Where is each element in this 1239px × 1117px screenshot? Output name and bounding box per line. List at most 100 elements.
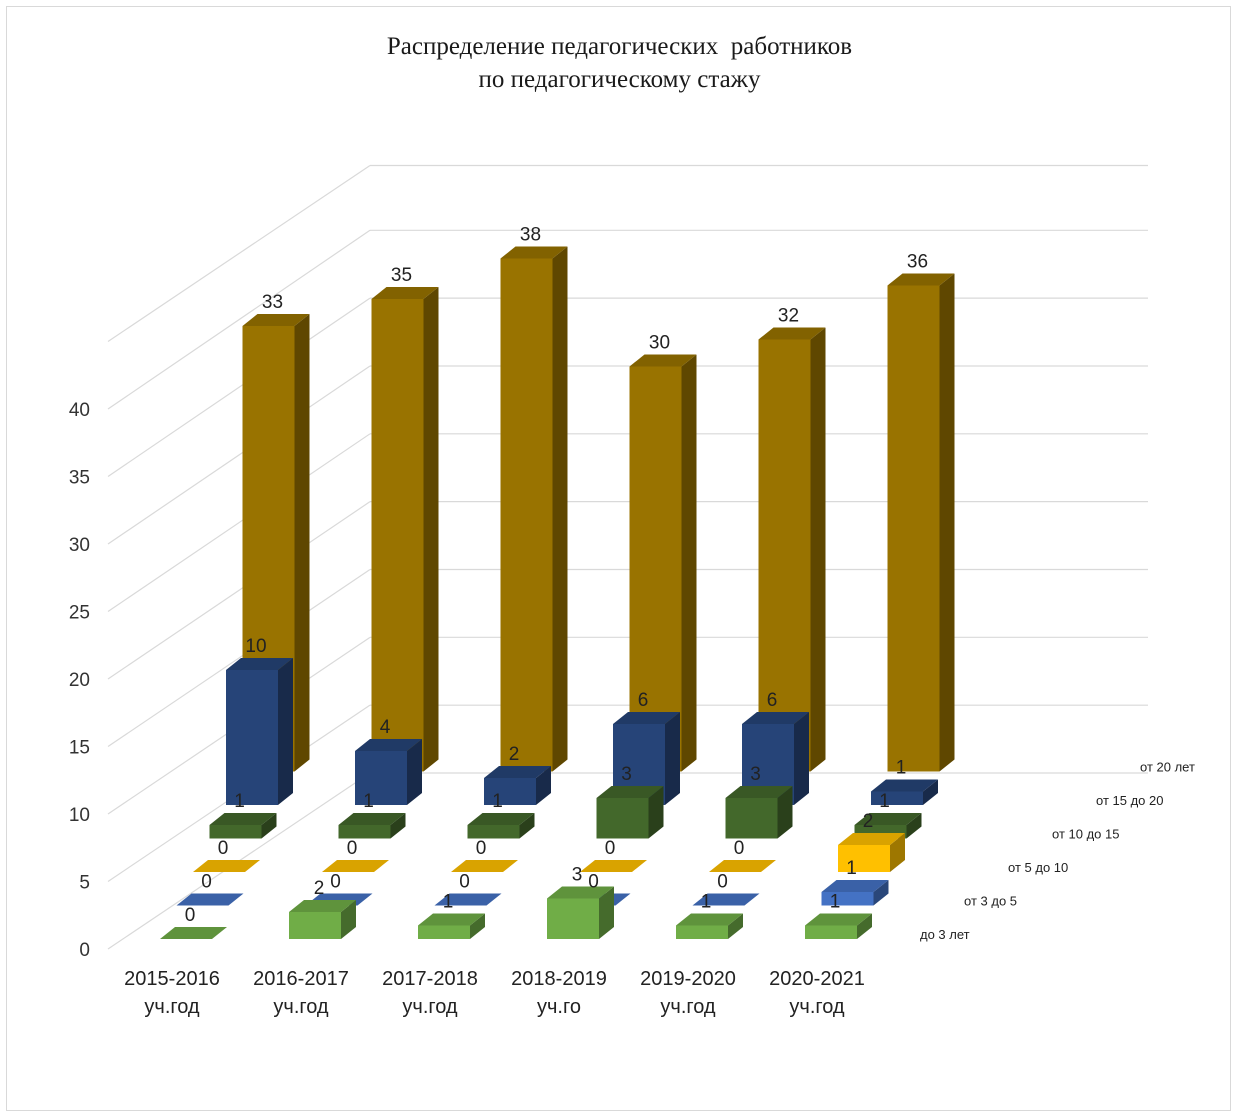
bar-front (371, 299, 424, 772)
bar-front (887, 285, 940, 772)
bar-top (209, 813, 277, 825)
data-label: 1 (830, 892, 841, 913)
bar-front (484, 778, 536, 805)
chart-frame (6, 6, 1231, 1111)
bar-top (176, 893, 244, 906)
bar-front (355, 751, 407, 805)
bar-front (338, 825, 391, 839)
bar (322, 860, 389, 872)
data-label: 6 (638, 690, 649, 711)
bar-front (725, 798, 778, 839)
bar-front (838, 845, 890, 872)
bar (887, 273, 955, 772)
y-tick-label: 30 (69, 535, 90, 556)
bar-top (547, 886, 614, 899)
bar (193, 860, 260, 872)
bar-top (193, 860, 260, 872)
bar (176, 893, 244, 906)
bar-top (742, 712, 809, 724)
data-label: 0 (185, 905, 196, 926)
bar-front (547, 898, 599, 939)
x-category-label: 2017-2018 уч.год (382, 968, 478, 1018)
x-category-label: 2018-2019 уч.го (511, 968, 607, 1018)
bar-side (728, 913, 743, 939)
bar-top (676, 913, 743, 926)
bar-front (629, 366, 682, 772)
bars (160, 246, 955, 939)
bar-side (681, 354, 697, 772)
bar-side (341, 900, 356, 939)
data-label: 0 (330, 872, 341, 893)
data-label: 2 (509, 744, 520, 765)
data-label: 1 (846, 858, 857, 879)
bar (418, 913, 485, 939)
data-label: 3 (572, 865, 583, 886)
series-label: от 10 до 15 (1052, 827, 1119, 842)
y-tick-label: 10 (69, 805, 90, 826)
series-label: от 15 до 20 (1096, 793, 1163, 808)
data-label: 1 (879, 791, 890, 812)
data-label: 0 (717, 872, 728, 893)
data-label: 1 (492, 791, 503, 812)
series-label: от 5 до 10 (1008, 860, 1068, 875)
y-tick-label: 5 (79, 873, 90, 894)
data-label: 0 (201, 872, 212, 893)
bar (371, 287, 439, 772)
bar-top (838, 833, 905, 845)
bar-side (519, 813, 535, 839)
bar-side (873, 880, 889, 906)
gridline-side (107, 568, 371, 747)
data-label: 0 (734, 838, 745, 859)
data-label: 4 (380, 717, 391, 738)
y-tick-label: 35 (69, 468, 90, 489)
bar-top (596, 786, 664, 798)
bar-top (451, 860, 518, 872)
bar (596, 786, 664, 839)
bar (871, 779, 938, 805)
bar-top (629, 354, 697, 367)
bar-front (209, 825, 262, 839)
bar-side (665, 712, 680, 805)
data-label: 1 (701, 892, 712, 913)
bar-top (242, 314, 310, 326)
bar (676, 913, 743, 939)
chart-title: Распределение педагогических работников … (0, 30, 1239, 96)
bar-side (470, 913, 485, 939)
series-label: от 3 до 5 (964, 894, 1017, 909)
bar-top (871, 779, 938, 792)
bar-top (613, 712, 680, 724)
bar-front (871, 791, 923, 805)
gridline-side (107, 165, 371, 342)
bar-side (777, 786, 793, 839)
bar (467, 813, 535, 839)
bar-top (580, 860, 647, 872)
bar (209, 813, 277, 839)
data-label: 33 (262, 292, 283, 313)
bar-top (725, 786, 793, 798)
data-label: 3 (621, 764, 632, 785)
bar-side (407, 739, 422, 805)
bar (547, 886, 614, 939)
data-label: 36 (907, 252, 928, 273)
bar-front (500, 258, 553, 772)
bar-top (805, 913, 872, 926)
data-label: 2 (314, 878, 325, 899)
bar-side (278, 658, 293, 805)
bar-top (355, 739, 422, 751)
data-label: 1 (234, 791, 245, 812)
bar-side (648, 786, 664, 839)
bar (160, 927, 227, 939)
data-label: 2 (863, 811, 874, 832)
bar-front (805, 925, 857, 939)
data-label: 35 (391, 265, 412, 286)
bar (355, 739, 422, 805)
y-tick-label: 40 (69, 400, 90, 421)
bar-side (906, 813, 922, 839)
gridline-side (107, 433, 371, 612)
data-label: 0 (218, 838, 229, 859)
chart-title-line-2: по педагогическому стажу (478, 66, 761, 93)
bar-side (794, 712, 809, 805)
gridline-side (107, 229, 371, 410)
data-label: 30 (649, 333, 670, 354)
